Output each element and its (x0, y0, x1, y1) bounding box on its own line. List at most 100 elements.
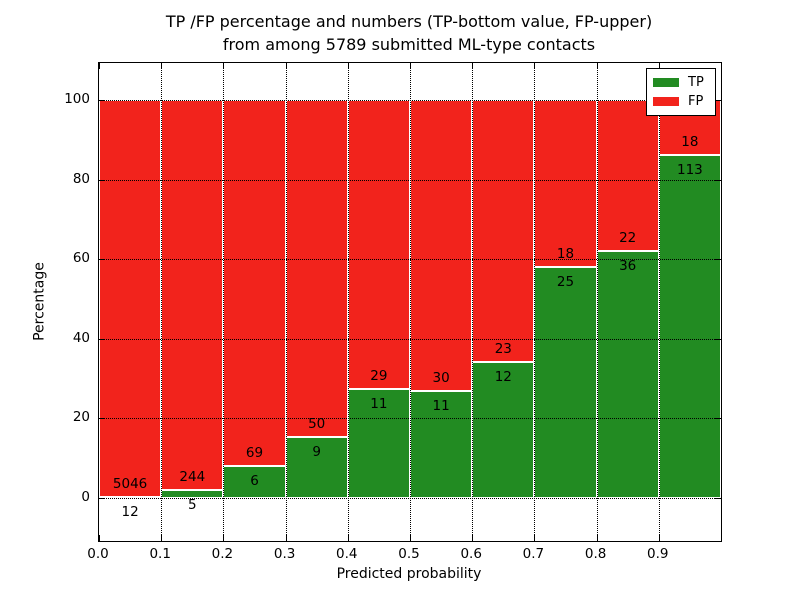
fp-count-label-9: 18 (681, 133, 699, 150)
fp-count-label-1: 244 (179, 469, 206, 486)
tp-count-label-2: 6 (250, 473, 259, 490)
x-tick-label-0.3: 0.3 (273, 546, 296, 562)
gridline-y-60 (99, 259, 721, 261)
y-tick-label-40: 40 (72, 329, 90, 346)
x-tick-label-0.4: 0.4 (336, 546, 358, 562)
chart-title: TP /FP percentage and numbers (TP-bottom… (98, 10, 720, 56)
legend-label-fp: FP (688, 94, 704, 109)
y-tick-left-0 (99, 498, 105, 500)
tp-count-label-0: 12 (121, 504, 139, 521)
fp-count-label-8: 22 (619, 229, 637, 246)
x-tick-label-0.2: 0.2 (211, 546, 234, 562)
fp-color-swatch (653, 97, 679, 106)
gridline-x-0.8 (596, 63, 598, 541)
gridline-x-0.5 (410, 63, 411, 541)
fp-count-label-6: 23 (494, 340, 512, 357)
bar-segment-fp-8 (596, 100, 659, 251)
tp-count-label-3: 9 (312, 444, 321, 461)
y-axis-label: Percentage (31, 262, 48, 341)
legend-item-tp: TP (653, 73, 709, 92)
legend: TP FP (646, 68, 716, 116)
plot-area: 5046 12 244 5 69 6 50 9 29 11 30 11 23 12 18 25 22 36 18 11… (98, 62, 722, 542)
x-tick-top-0.4 (347, 63, 349, 69)
x-tick-bottom-0.2 (223, 535, 225, 541)
bar-segment-fp-4 (347, 100, 410, 389)
gridline-y-100 (99, 100, 721, 101)
bar-segment-tp-8 (596, 250, 659, 498)
tp-count-label-1: 5 (188, 497, 197, 514)
x-tick-bottom-0.3 (285, 535, 287, 541)
x-tick-bottom-0.4 (347, 535, 349, 541)
bar-segment-tp-6 (472, 361, 535, 498)
y-tick-left-40 (99, 338, 105, 340)
x-tick-label-0.6: 0.6 (460, 546, 482, 562)
bar-segment-tp-5 (410, 391, 473, 498)
gridline-y-0 (99, 498, 721, 500)
chart-title-line1: TP /FP percentage and numbers (TP-bottom… (165, 12, 653, 31)
bar-segment-tp-9 (658, 154, 721, 498)
bar-segment-fp-6 (472, 100, 535, 362)
bar-segment-fp-1 (161, 100, 224, 490)
y-tick-left-100 (99, 100, 105, 101)
gridline-x-0.4 (347, 63, 349, 541)
fp-count-label-4: 29 (370, 367, 388, 384)
x-tick-top-0.6 (472, 63, 474, 69)
tp-count-label-5: 11 (432, 398, 450, 415)
legend-item-fp: FP (653, 92, 709, 111)
tp-count-label-6: 12 (494, 368, 512, 385)
y-tick-label-20: 20 (72, 409, 90, 426)
x-axis-label: Predicted probability (336, 566, 482, 582)
tp-count-label-7: 25 (556, 273, 575, 290)
y-tick-right-0 (715, 498, 721, 500)
bar-segment-fp-3 (285, 100, 348, 438)
y-tick-right-20 (715, 418, 721, 420)
x-tick-top-0.8 (596, 63, 598, 69)
x-tick-bottom-0.7 (534, 535, 536, 541)
x-tick-label-0.0: 0.0 (87, 546, 109, 562)
legend-label-tp: TP (688, 75, 704, 90)
tp-count-label-9: 113 (677, 161, 703, 178)
x-tick-top-0.9 (658, 63, 660, 69)
x-tick-label-0.7: 0.7 (522, 546, 545, 562)
x-tick-label-0.1: 0.1 (149, 546, 171, 562)
tp-color-swatch (653, 78, 679, 87)
bar-segment-fp-2 (223, 100, 286, 467)
y-tick-left-80 (99, 179, 105, 181)
fp-count-label-3: 50 (308, 416, 326, 433)
y-tick-left-60 (99, 259, 105, 261)
y-tick-label-100: 100 (64, 91, 90, 107)
gridline-x-0.1 (161, 63, 163, 541)
gridline-x-0.6 (472, 63, 474, 541)
fp-count-label-0: 5046 (112, 476, 148, 493)
x-tick-top-0.5 (410, 63, 411, 69)
gridline-x-0.7 (534, 63, 536, 541)
gridline-x-0.3 (285, 63, 287, 541)
y-tick-right-40 (715, 338, 721, 340)
gridline-y-20 (99, 418, 721, 420)
fp-count-label-2: 69 (245, 445, 264, 462)
bar-segment-fp-7 (534, 100, 597, 267)
x-tick-top-0.7 (534, 63, 536, 69)
x-tick-top-0.1 (161, 63, 163, 69)
y-tick-label-60: 60 (72, 250, 90, 267)
y-tick-right-80 (715, 179, 721, 181)
gridline-x-0.9 (658, 63, 660, 541)
chart-title-line2: from among 5789 submitted ML-type contac… (222, 35, 596, 54)
bar-segment-tp-2 (223, 466, 286, 498)
tp-count-label-4: 11 (370, 395, 388, 412)
y-tick-right-100 (715, 100, 721, 101)
x-tick-bottom-0.1 (161, 535, 163, 541)
x-tick-top-0.3 (285, 63, 287, 69)
y-tick-left-20 (99, 418, 105, 420)
bar-segment-fp-5 (410, 100, 473, 392)
bar-segment-tp-7 (534, 266, 597, 498)
y-tick-label-0: 0 (81, 489, 90, 506)
x-tick-top-0.2 (223, 63, 225, 69)
bar-segment-fp-0 (99, 100, 162, 498)
x-tick-bottom-0.5 (410, 535, 411, 541)
x-tick-bottom-0.9 (658, 535, 660, 541)
x-tick-bottom-0.0 (99, 535, 100, 541)
fp-count-label-7: 18 (556, 245, 575, 262)
x-tick-top-0.0 (99, 63, 100, 69)
